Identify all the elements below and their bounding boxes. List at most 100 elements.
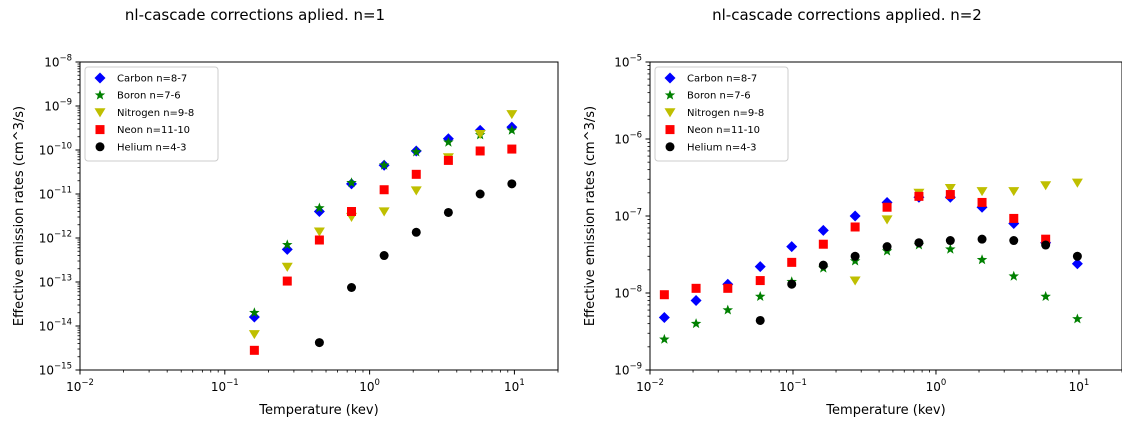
data-point xyxy=(946,190,955,199)
y-axis-label: Effective emission rates (cm^3/s) xyxy=(12,106,27,326)
legend-entry: Helium n=4-3 xyxy=(117,142,187,153)
data-point xyxy=(507,179,516,188)
data-point xyxy=(723,284,732,293)
data-point xyxy=(978,235,987,244)
y-tick-label: 10−13 xyxy=(39,274,72,290)
x-tick-label: 10−1 xyxy=(779,378,807,394)
data-point xyxy=(380,185,389,194)
series-boron xyxy=(659,240,1083,344)
data-point xyxy=(977,254,987,264)
data-point xyxy=(660,290,669,299)
data-point xyxy=(819,261,828,270)
data-point xyxy=(756,276,765,285)
data-point xyxy=(411,186,422,195)
legend-entry: Nitrogen n=9-8 xyxy=(687,108,764,119)
data-point xyxy=(723,305,733,315)
data-point xyxy=(851,222,860,231)
data-point xyxy=(945,244,955,254)
series-nitrogen xyxy=(249,110,517,339)
data-point xyxy=(883,203,892,212)
legend-entry: Neon n=11-10 xyxy=(117,125,190,136)
y-tick-label: 10−5 xyxy=(614,54,642,70)
data-point xyxy=(250,346,259,355)
x-tick-label: 10−2 xyxy=(66,378,94,394)
series-carbon xyxy=(659,192,1083,323)
data-point xyxy=(914,192,923,201)
legend-marker xyxy=(666,125,675,134)
data-point xyxy=(977,187,988,196)
data-point xyxy=(249,330,260,339)
legend-entry: Neon n=11-10 xyxy=(687,125,760,136)
data-point xyxy=(755,261,766,272)
y-tick-label: 10−12 xyxy=(39,230,72,246)
data-point xyxy=(659,312,670,323)
x-tick-label: 10−2 xyxy=(636,378,664,394)
data-point xyxy=(1072,313,1082,323)
data-point xyxy=(691,318,701,328)
data-point xyxy=(786,241,797,252)
y-tick-label: 10−7 xyxy=(614,208,642,224)
data-point xyxy=(787,258,796,267)
data-point xyxy=(1072,179,1083,188)
data-point xyxy=(755,291,765,301)
data-point xyxy=(756,316,765,325)
data-point xyxy=(1041,241,1050,250)
chart-panel-2: nl-cascade corrections applied. n=2 10−2 1… xyxy=(583,6,1122,418)
x-axis-label: Temperature (kev) xyxy=(825,403,945,418)
series-helium xyxy=(756,235,1082,325)
y-tick-label: 10−15 xyxy=(39,362,72,378)
x-axis-label: Temperature (kev) xyxy=(258,403,378,418)
chart-title: nl-cascade corrections applied. n=2 xyxy=(712,6,982,24)
y-tick-label: 10−6 xyxy=(614,131,642,147)
data-point xyxy=(882,215,893,224)
data-point xyxy=(818,225,829,236)
x-tick-label: 100 xyxy=(359,378,380,394)
data-point xyxy=(315,338,324,347)
data-point xyxy=(283,277,292,286)
data-point xyxy=(883,242,892,251)
y-axis-label: Effective emission rates (cm^3/s) xyxy=(583,106,598,326)
y-tick-label: 10−11 xyxy=(39,186,72,202)
legend-entry: Helium n=4-3 xyxy=(687,142,757,153)
data-point xyxy=(444,208,453,217)
y-tick-label: 10−14 xyxy=(39,318,72,334)
data-point xyxy=(850,276,861,285)
data-point xyxy=(507,145,516,154)
x-tick-label: 100 xyxy=(926,378,947,394)
data-point xyxy=(476,190,485,199)
legend-marker xyxy=(96,125,105,134)
y-tick-label: 10−9 xyxy=(44,98,72,114)
x-tick-label: 101 xyxy=(1069,378,1090,394)
legend-entry: Carbon n=8-7 xyxy=(117,74,187,85)
series-helium xyxy=(315,179,516,347)
y-tick-label: 10−10 xyxy=(39,142,72,158)
data-point xyxy=(1073,252,1082,261)
data-point xyxy=(380,251,389,260)
x-tick-label: 10−1 xyxy=(211,378,239,394)
data-point xyxy=(851,252,860,261)
legend-marker xyxy=(666,142,675,151)
data-point xyxy=(1008,187,1019,196)
data-point xyxy=(1040,291,1050,301)
x-tick-label: 101 xyxy=(504,378,525,394)
data-point xyxy=(914,238,923,247)
data-point xyxy=(347,207,356,216)
data-point xyxy=(787,280,796,289)
data-point xyxy=(692,284,701,293)
y-tick-label: 10−8 xyxy=(44,54,72,70)
data-point xyxy=(1009,236,1018,245)
data-point xyxy=(476,146,485,155)
legend-entry: Carbon n=8-7 xyxy=(687,74,757,85)
data-point xyxy=(1040,181,1051,190)
data-point xyxy=(412,228,421,237)
data-point xyxy=(946,236,955,245)
data-point xyxy=(444,156,453,165)
data-point xyxy=(282,263,293,272)
data-point xyxy=(850,211,861,222)
data-point xyxy=(347,283,356,292)
